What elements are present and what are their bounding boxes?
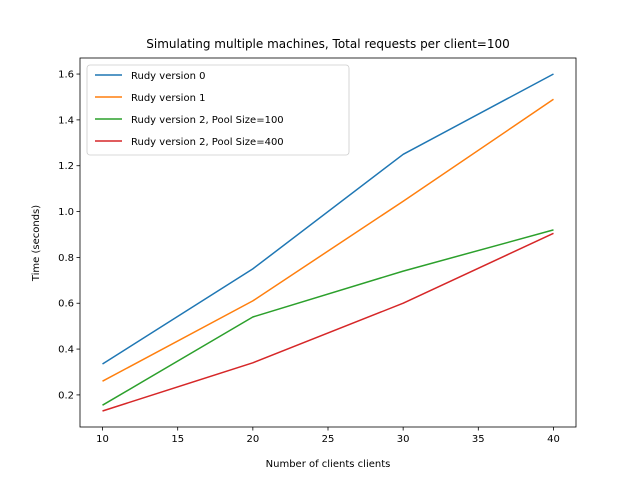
legend-label-3: Rudy version 2, Pool Size=400 (131, 137, 284, 148)
x-tick-label-3: 25 (322, 434, 335, 445)
legend-label-1: Rudy version 1 (131, 93, 205, 104)
legend-label-2: Rudy version 2, Pool Size=100 (131, 115, 284, 126)
x-tick-label-5: 35 (472, 434, 485, 445)
y-tick-label-6: 1.4 (58, 115, 74, 126)
legend: Rudy version 0 Rudy version 1 Rudy version… (86, 64, 350, 156)
x-tick-label-4: 30 (397, 434, 410, 445)
x-tick-label-2: 20 (246, 434, 259, 445)
x-tick-label-0: 10 (96, 434, 109, 445)
chart-title: Simulating multiple machines, Total requ… (146, 37, 509, 51)
y-tick-label-5: 1.2 (58, 161, 74, 172)
x-axis-label: Number of clients clients (266, 459, 391, 470)
x-tick-label-6: 40 (547, 434, 560, 445)
series-line-0 (102, 73, 554, 365)
y-axis-label: Time (seconds) (31, 205, 42, 282)
plot-area: 10 15 20 25 30 35 40 0.2 0.4 0.6 0.8 1.0 1.2 1.4 1.6 Ru… (58, 57, 577, 445)
legend-label-0: Rudy version 0 (131, 71, 205, 82)
y-tick-label-3: 0.8 (58, 253, 74, 264)
legend-box (86, 64, 350, 156)
y-tick-label-0: 0.2 (58, 390, 74, 401)
y-tick-label-1: 0.4 (58, 345, 74, 356)
series-line-1 (102, 98, 554, 382)
y-tick-label-7: 1.6 (58, 70, 74, 81)
series-line-3 (102, 232, 554, 412)
y-tick-label-2: 0.6 (58, 299, 74, 310)
series-line-2 (102, 229, 554, 406)
y-tick-label-4: 1.0 (58, 207, 74, 218)
x-tick-label-1: 15 (171, 434, 184, 445)
